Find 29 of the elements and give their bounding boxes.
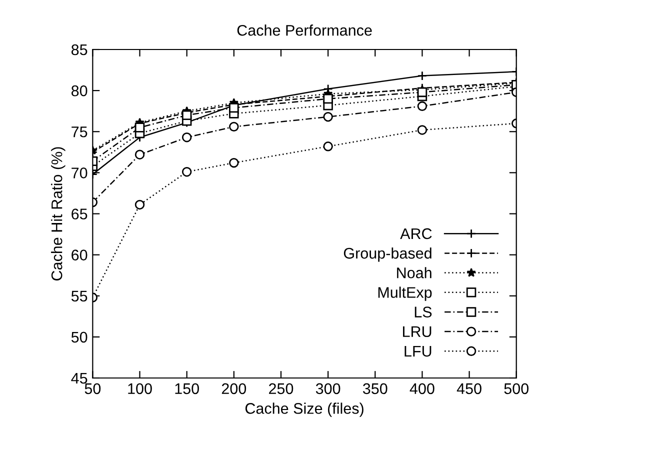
x-tick-label: 100: [128, 383, 152, 394]
chart-title: Cache Performance: [237, 24, 372, 36]
legend-label: MultExp: [378, 286, 432, 301]
legend-label: Noah: [397, 267, 432, 278]
x-axis-title: Cache Size (files): [245, 402, 364, 417]
x-tick-label: 500: [504, 383, 529, 394]
y-tick-label: 70: [72, 168, 88, 178]
y-tick-label: 85: [71, 44, 88, 56]
y-tick-label: 50: [71, 332, 88, 343]
y-tick-label: 45: [71, 373, 88, 384]
legend-label: ARC: [400, 228, 432, 240]
y-tick-label: 75: [72, 126, 88, 138]
legend-label: LRU: [403, 326, 432, 338]
x-tick-label: 400: [410, 383, 434, 394]
x-tick-label: 350: [362, 383, 388, 394]
x-tick-label: 450: [456, 383, 482, 394]
x-tick-label: 200: [222, 383, 246, 394]
y-tick-label: 55: [71, 290, 88, 302]
legend-label: Group-based: [344, 247, 432, 262]
x-tick-label: 50: [84, 383, 101, 394]
y-tick-label: 60: [72, 250, 88, 260]
x-tick-label: 150: [175, 383, 199, 394]
x-tick-label: 250: [269, 383, 294, 394]
x-tick-label: 300: [316, 383, 340, 394]
y-axis-title: Cache Hit Ratio (%): [51, 147, 66, 280]
y-tick-label: 65: [72, 208, 88, 220]
y-tick-label: 80: [71, 85, 88, 96]
legend-label: LS: [414, 306, 432, 318]
legend-label: LFU: [404, 346, 432, 357]
